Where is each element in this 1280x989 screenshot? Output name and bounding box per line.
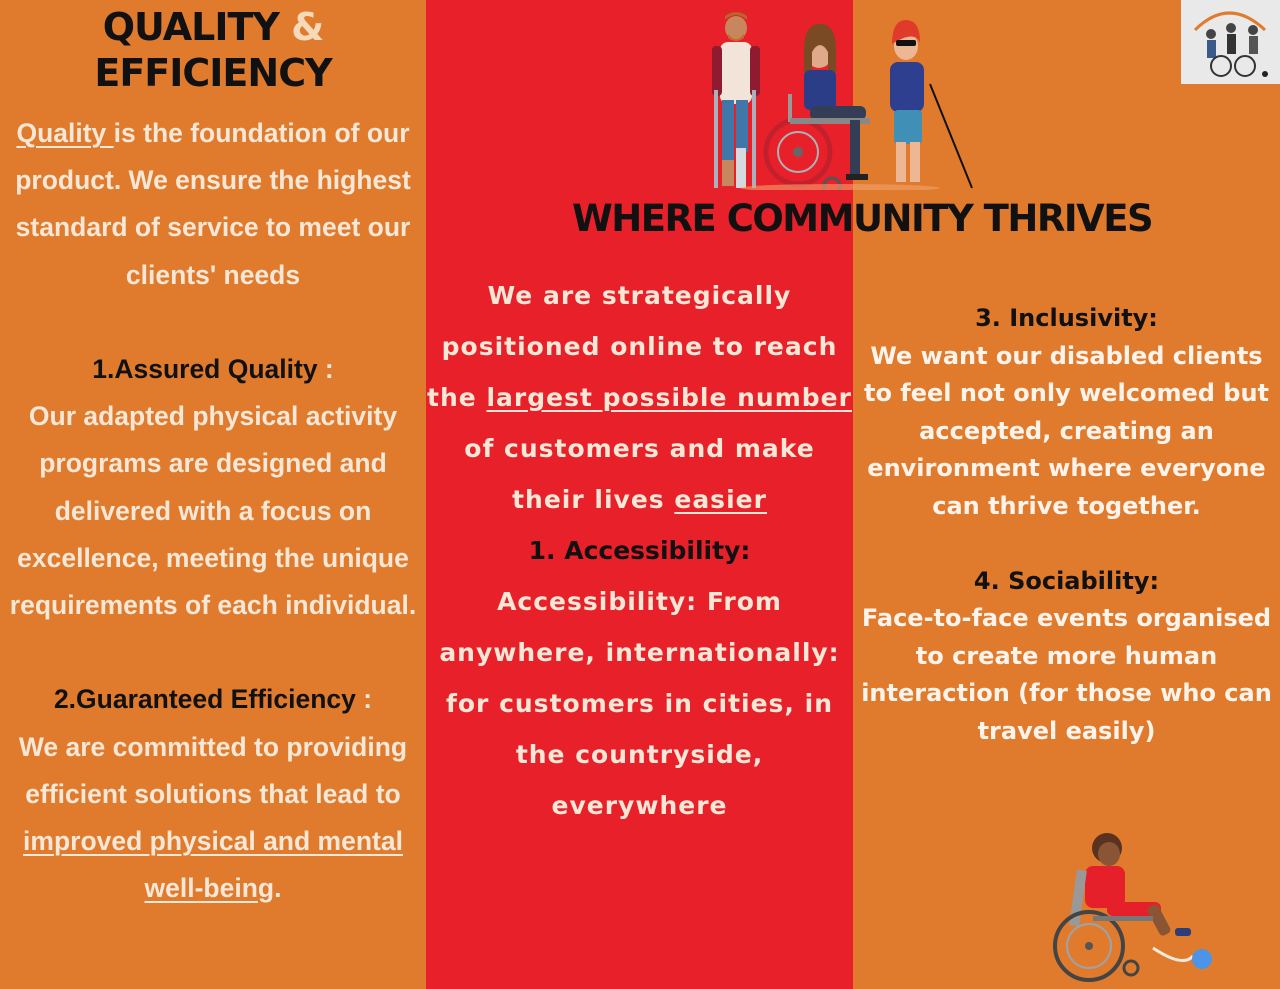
right-panel [853,0,1280,989]
inclusivity-body: We want our disabled clients to feel not… [863,341,1270,520]
where-community-thrives-title: WHERE COMMUNITY THRIVES [572,197,1154,240]
title-word-quality: QUALITY [102,5,280,49]
accessibility-heading: 1. Accessibility: [528,536,751,565]
quality-efficiency-title: QUALITY & EFFICIENCY [0,4,426,96]
quality-link[interactable]: Quality [16,118,114,148]
child-in-wheelchair-kicking-ball [1053,833,1212,982]
assured-quality-body: Our adapted physical activity programs a… [9,401,417,621]
title-word-efficiency: EFFICIENCY [94,51,332,95]
strategic-mid-text: of customers and make their lives [464,434,815,514]
woman-with-white-cane-icon [890,20,973,189]
wellbeing-end: g. [257,873,282,904]
sociability-heading: 4. Sociability: [973,566,1160,595]
guaranteed-efficiency-colon: : [355,684,373,715]
largest-number-link[interactable]: largest possible number [486,383,852,412]
man-with-crutches-icon [712,12,760,188]
intro-text: is the foundation of our product. We ens… [15,118,411,290]
guaranteed-efficiency-body: We are committed to providing efficient … [18,731,408,809]
assured-quality-heading: 1.Assured Quality [92,354,318,385]
adaptive-sports-logo [1181,0,1280,84]
guaranteed-efficiency-heading: 2.Guaranteed Efficiency [53,684,356,715]
woman-in-wheelchair-icon [763,24,870,190]
assured-quality-colon: : [317,354,334,385]
middle-body-text: We are strategically positioned online t… [426,270,853,831]
people-with-disabilities-illustration [712,12,973,190]
inclusivity-heading: 3. Inclusivity: [975,304,1158,332]
left-panel [0,0,426,989]
easier-link[interactable]: easier [674,485,767,514]
accessibility-body: Accessibility: From anywhere, internatio… [439,587,840,820]
left-body-text: Quality is the foundation of our product… [0,110,426,912]
sociability-body: Face-to-face events organised to create … [861,604,1272,745]
title-ampersand: & [291,5,324,49]
strategic-text: We are strategically positioned online t… [427,281,838,412]
wellbeing-link[interactable]: improved physical and mental well-bein [23,826,403,904]
right-body-text: 3. Inclusivity: We want our disabled clie… [853,300,1280,750]
